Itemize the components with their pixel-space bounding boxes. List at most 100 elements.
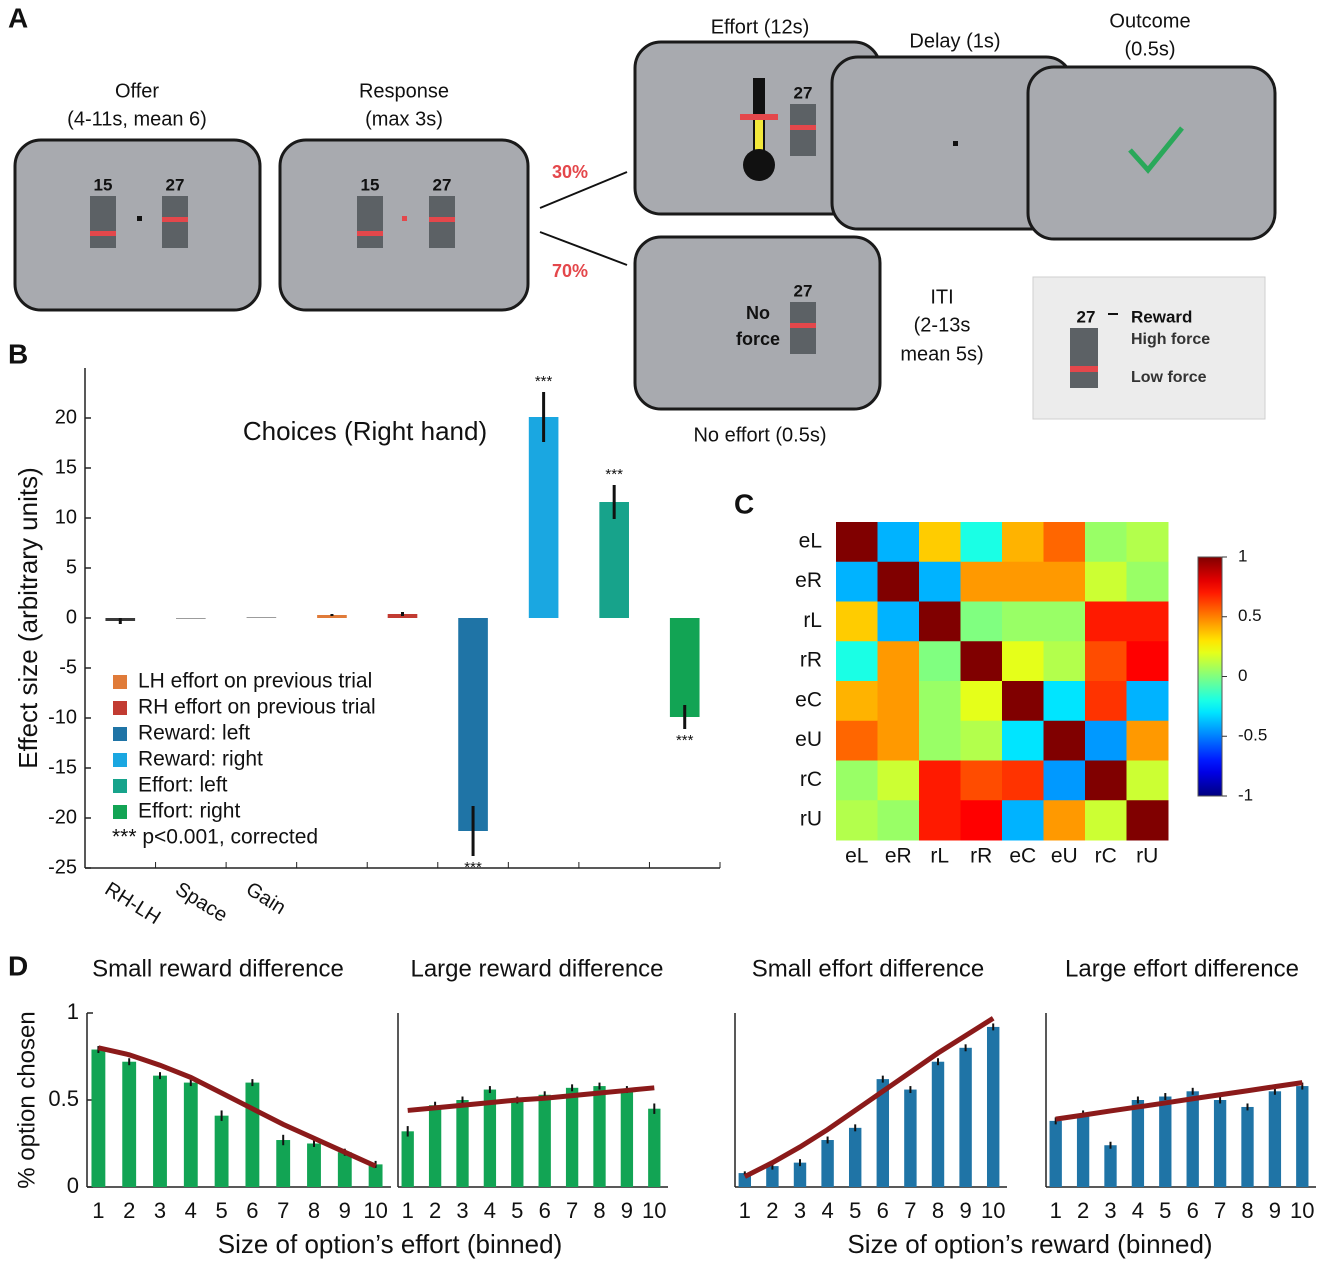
- reward-number: 15: [94, 175, 113, 194]
- chart-title: Large effort difference: [1065, 955, 1299, 982]
- bar: [987, 1027, 999, 1187]
- bar: [539, 1095, 551, 1187]
- bar: [245, 1083, 259, 1187]
- x-tick-label: 5: [511, 1198, 523, 1223]
- chart-title: Large reward difference: [410, 955, 663, 982]
- heatmap-cell: [1002, 681, 1044, 721]
- gauge: [90, 196, 116, 248]
- y-axis-label: % option chosen: [13, 1011, 40, 1188]
- heatmap-cell: [1044, 562, 1086, 602]
- target-marker: [740, 114, 778, 120]
- x-tick-label: 2: [766, 1198, 778, 1223]
- heatmap-cell: [961, 721, 1003, 761]
- heatmap-cell: [878, 602, 920, 642]
- heatmap-cell: [961, 681, 1003, 721]
- force-marker: [90, 231, 116, 236]
- legend-swatch: [113, 727, 127, 741]
- gauge: [1070, 328, 1098, 388]
- heatmap-cell: [1002, 602, 1044, 642]
- x-tick-label: Gain: [242, 878, 289, 919]
- significance: ***: [464, 859, 482, 876]
- y-tick-label: -5: [59, 656, 77, 678]
- bar: [1214, 1100, 1226, 1187]
- bar: [794, 1163, 806, 1187]
- legend-swatch: [113, 675, 127, 689]
- screen: [15, 140, 260, 310]
- heatmap-cell: [919, 721, 961, 761]
- key-text: Low force: [1131, 369, 1207, 386]
- x-tick-label: RH-LH: [101, 878, 164, 929]
- figure: A B C D Offer (4-11s, mean 6) 15 27 Resp…: [0, 0, 1333, 1264]
- col-label: eR: [885, 845, 912, 868]
- bar: [1269, 1091, 1281, 1187]
- row-label: eL: [799, 529, 822, 552]
- force-marker: [790, 323, 816, 328]
- screen-text: No: [746, 303, 770, 323]
- legend-label: Effort: right: [138, 800, 240, 823]
- heatmap-cell: [836, 522, 878, 562]
- x-tick-label: 5: [1159, 1198, 1171, 1223]
- heatmap-cell: [1127, 641, 1169, 681]
- bar: [1132, 1100, 1144, 1187]
- heatmap-cell: [919, 681, 961, 721]
- x-tick-label: 1: [402, 1198, 414, 1223]
- x-tick-label: 10: [1290, 1198, 1314, 1223]
- panel-label: D: [8, 950, 28, 981]
- heatmap-cell: [1127, 761, 1169, 801]
- screen: [280, 140, 528, 310]
- heatmap-cell: [1127, 681, 1169, 721]
- y-axis-label: Effect size (arbitrary units): [13, 467, 43, 769]
- reward-number: 27: [794, 83, 813, 102]
- heatmap-cell: [1002, 761, 1044, 801]
- heatmap-cell: [1127, 602, 1169, 642]
- x-axis-label: Size of option’s effort (binned): [218, 1229, 562, 1259]
- x-tick-label: 8: [1241, 1198, 1253, 1223]
- bar: [338, 1152, 352, 1187]
- heatmap-cell: [1044, 641, 1086, 681]
- heatmap-cell: [1085, 602, 1127, 642]
- col-label: rL: [930, 845, 949, 868]
- y-tick-label: 0: [67, 1173, 79, 1198]
- x-tick-label: 10: [363, 1198, 387, 1223]
- bar: [849, 1128, 861, 1187]
- heatmap-cell: [1044, 761, 1086, 801]
- heatmap-cell: [836, 641, 878, 681]
- x-tick-label: 8: [308, 1198, 320, 1223]
- x-tick-label: 10: [642, 1198, 666, 1223]
- heatmap-cell: [836, 602, 878, 642]
- x-tick-label: Space: [171, 878, 231, 927]
- bar: [307, 1144, 321, 1188]
- x-tick-label: 8: [593, 1198, 605, 1223]
- x-tick-label: 4: [185, 1198, 197, 1223]
- reward-number: 15: [361, 175, 380, 194]
- y-tick-label: 10: [55, 506, 77, 528]
- heatmap-cell: [919, 800, 961, 840]
- reward-number: 27: [433, 175, 452, 194]
- row-label: rC: [800, 768, 822, 791]
- screen-title: Delay (1s): [909, 30, 1000, 52]
- iti-text: (2-13s: [914, 314, 971, 336]
- col-label: eC: [1009, 845, 1036, 868]
- fixation: [137, 216, 142, 221]
- significance: ***: [535, 373, 553, 390]
- task-diagram: Offer (4-11s, mean 6) 15 27 Response (ma…: [15, 10, 1275, 446]
- bar: [511, 1100, 523, 1187]
- bar: [1159, 1097, 1171, 1187]
- heatmap-cell: [1085, 522, 1127, 562]
- fixation: [953, 141, 958, 146]
- heatmap-cell: [961, 800, 1003, 840]
- force-marker: [790, 125, 816, 130]
- legend-label: Reward: right: [138, 748, 263, 771]
- heatmap-cell: [878, 800, 920, 840]
- heatmap-cell: [836, 721, 878, 761]
- legend-label: Effort: left: [138, 774, 228, 797]
- colorbar-label: -0.5: [1238, 726, 1267, 745]
- bar: [1296, 1086, 1308, 1187]
- heatmap-cell: [1002, 562, 1044, 602]
- bar: [529, 417, 559, 618]
- fit-line: [745, 1018, 993, 1176]
- bar: [215, 1116, 229, 1187]
- screen-title: Effort (12s): [711, 16, 810, 38]
- heatmap-cell: [1002, 641, 1044, 681]
- y-tick-label: 15: [55, 456, 77, 478]
